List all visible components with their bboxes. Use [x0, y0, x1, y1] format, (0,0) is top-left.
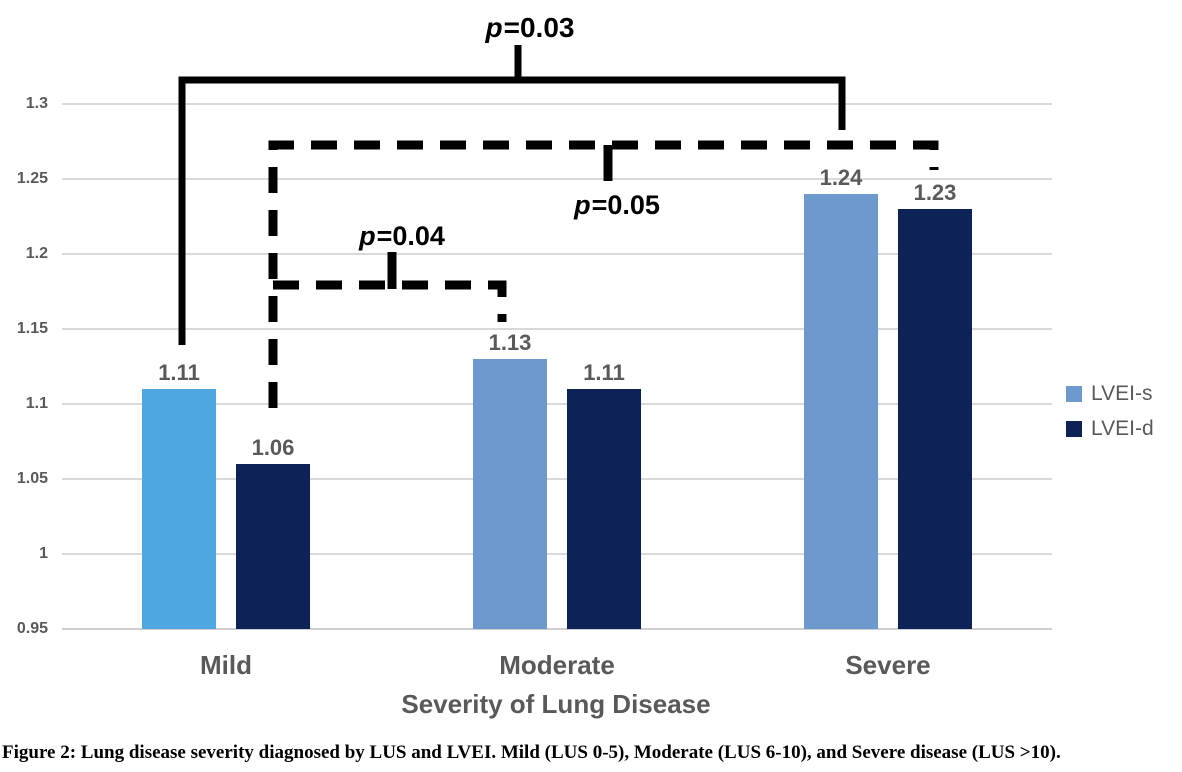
gridline-0.95 — [62, 628, 1052, 630]
annotation-p-005-value: =0.05 — [591, 190, 660, 220]
annotation-p-003: p=0.03 — [486, 12, 575, 44]
y-axis-tick-label: 1.05 — [16, 470, 48, 487]
annotation-p-005-var: p — [574, 190, 591, 220]
gridline-1.25 — [62, 178, 1052, 180]
legend-swatch-lvei-d — [1066, 421, 1082, 437]
annotation-p-004-var: p — [359, 221, 376, 251]
legend-item-lvei-d: LVEI-d — [1066, 418, 1154, 440]
legend: LVEI-s LVEI-d — [1066, 383, 1154, 453]
bar-value-severe-lvei-s: 1.24 — [819, 165, 863, 190]
bar-value-severe-lvei-d: 1.23 — [913, 180, 957, 205]
x-axis-label-severe: Severe — [845, 650, 931, 680]
y-axis-tick-label: 1.15 — [16, 320, 48, 337]
bar-moderate-lvei-d — [567, 389, 641, 629]
bar-value-mild-lvei-d: 1.06 — [251, 435, 295, 460]
annotation-p-003-var: p — [485, 12, 503, 43]
bar-mild-lvei-d — [236, 464, 310, 629]
bar-value-mild-lvei-s: 1.11 — [158, 360, 200, 385]
gridline-1.3 — [62, 103, 1052, 105]
annotation-p-005: p=0.05 — [574, 189, 660, 221]
bar-moderate-lvei-s — [473, 359, 547, 629]
y-axis-tick-label: 1.1 — [25, 395, 48, 412]
y-axis-tick-label: 1.2 — [25, 245, 48, 262]
bar-severe-lvei-s — [804, 194, 878, 629]
bracket-p-003-solid — [178, 76, 846, 345]
figure-caption: Figure 2: Lung disease severity diagnose… — [2, 742, 1061, 763]
bar-mild-lvei-s — [142, 389, 216, 629]
bar-value-moderate-lvei-d: 1.11 — [583, 360, 625, 385]
x-axis-label-moderate: Moderate — [499, 650, 615, 680]
gridline-1.05 — [62, 478, 1052, 480]
bracket-p-004-dashed — [273, 280, 507, 322]
y-axis-tick-label: 0.95 — [16, 620, 48, 637]
annotation-p-004: p=0.04 — [359, 220, 445, 252]
x-axis-label-mild: Mild — [200, 650, 252, 680]
annotation-p-004-value: =0.04 — [376, 221, 445, 251]
y-axis-tick-label: 1 — [39, 545, 48, 562]
x-axis-title: Severity of Lung Disease — [401, 689, 711, 719]
y-axis-tick-label: 1.3 — [25, 95, 48, 112]
y-axis-tick-label: 1.25 — [16, 170, 48, 187]
gridline-1 — [62, 553, 1052, 555]
legend-item-lvei-s: LVEI-s — [1066, 383, 1154, 405]
annotation-p-003-value: =0.03 — [503, 12, 575, 43]
legend-swatch-lvei-s — [1066, 386, 1082, 402]
legend-label-lvei-s: LVEI-s — [1091, 382, 1153, 405]
bar-value-moderate-lvei-s: 1.13 — [488, 330, 532, 355]
bar-severe-lvei-d — [898, 209, 972, 629]
legend-label-lvei-d: LVEI-d — [1091, 417, 1154, 440]
